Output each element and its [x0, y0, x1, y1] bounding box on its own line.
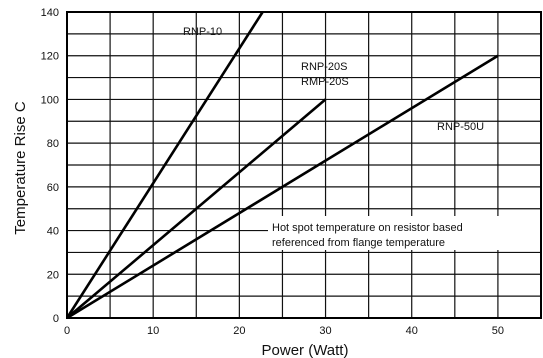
y-tick-label: 40 [47, 226, 59, 238]
series-label-1: RNP-10 [183, 26, 222, 38]
x-tick-label: 0 [64, 325, 70, 337]
series-label-3: RNP-50U [437, 121, 484, 133]
y-tick-label: 140 [41, 7, 59, 19]
plot-frame [66, 11, 542, 319]
series-line-1 [65, 11, 264, 319]
series-label-2: RMP-20S [301, 76, 349, 88]
y-tick-label: 60 [47, 182, 59, 194]
x-tick-label: 40 [406, 325, 418, 337]
y-axis-title: Temperature Rise C [12, 101, 29, 235]
series-line-3 [66, 54, 499, 320]
y-tick-label: 0 [53, 313, 59, 325]
grid [67, 12, 541, 318]
series-labels: RNP-10 RNP-20S RMP-20S RNP-50U [183, 26, 484, 133]
y-tick-label: 20 [47, 269, 59, 281]
x-tick-label: 30 [319, 325, 331, 337]
annotation-line-1: Hot spot temperature on resistor based [272, 222, 463, 234]
annotation-line-2: referenced from flange temperature [272, 237, 445, 249]
y-tick-label: 120 [41, 51, 59, 63]
annotation-backdrop [268, 216, 540, 250]
x-tick-label: 50 [492, 325, 504, 337]
x-axis-title: Power (Watt) [262, 342, 349, 358]
y-tick-label: 80 [47, 138, 59, 150]
plot-border [66, 11, 542, 319]
y-tick-label: 100 [41, 94, 59, 106]
x-tick-label: 20 [233, 325, 245, 337]
series-label-2: RNP-20S [301, 61, 347, 73]
series-lines [65, 11, 499, 320]
tick-labels: 0 10 20 30 40 50 0 20 40 60 80 100 120 140 [41, 7, 504, 337]
x-tick-label: 10 [147, 325, 159, 337]
series-line-2 [66, 98, 327, 319]
